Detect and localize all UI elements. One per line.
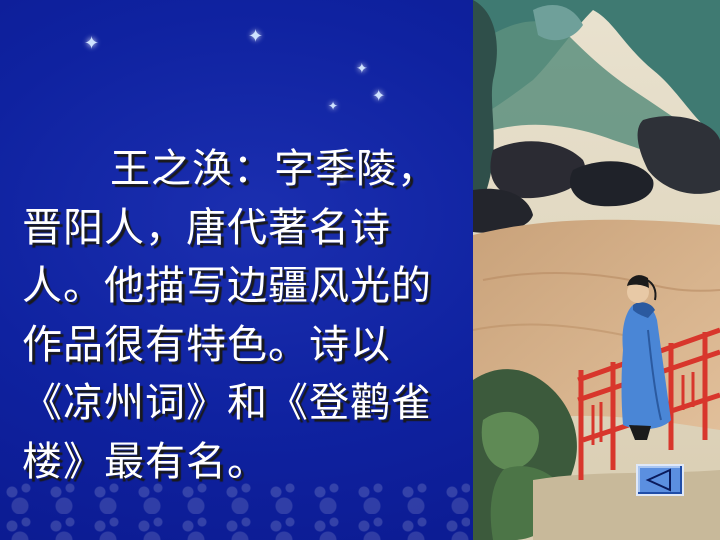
back-button[interactable] <box>636 464 684 496</box>
text-line: 人。他描写边疆风光的 <box>22 263 432 309</box>
star-icon: ✦ <box>248 26 264 47</box>
landscape-painting <box>473 0 720 540</box>
star-icon: ✦ <box>328 99 339 113</box>
text-line: 楼》最有名。 <box>22 438 268 485</box>
star-icon: ✦ <box>336 169 348 185</box>
star-icon: ✦ <box>84 33 100 54</box>
text-line: 作品很有特色。诗以 <box>22 321 391 368</box>
paw-print-pattern <box>0 480 470 540</box>
triangle-left-icon <box>645 468 671 492</box>
text-line: 晋阳人，唐代著名诗 <box>22 204 391 251</box>
star-icon: ✦ <box>372 86 386 105</box>
poet-introduction: 王之涣：字季陵， 晋阳人，唐代著名诗 人。他描写边疆风光的 作品很有特色。诗以 … <box>22 140 467 491</box>
text-line: 《凉州词》和《登鹳雀 <box>22 380 432 426</box>
text-line: 王之涣：字季陵， <box>110 146 438 192</box>
star-icon: ✦ <box>356 61 368 77</box>
